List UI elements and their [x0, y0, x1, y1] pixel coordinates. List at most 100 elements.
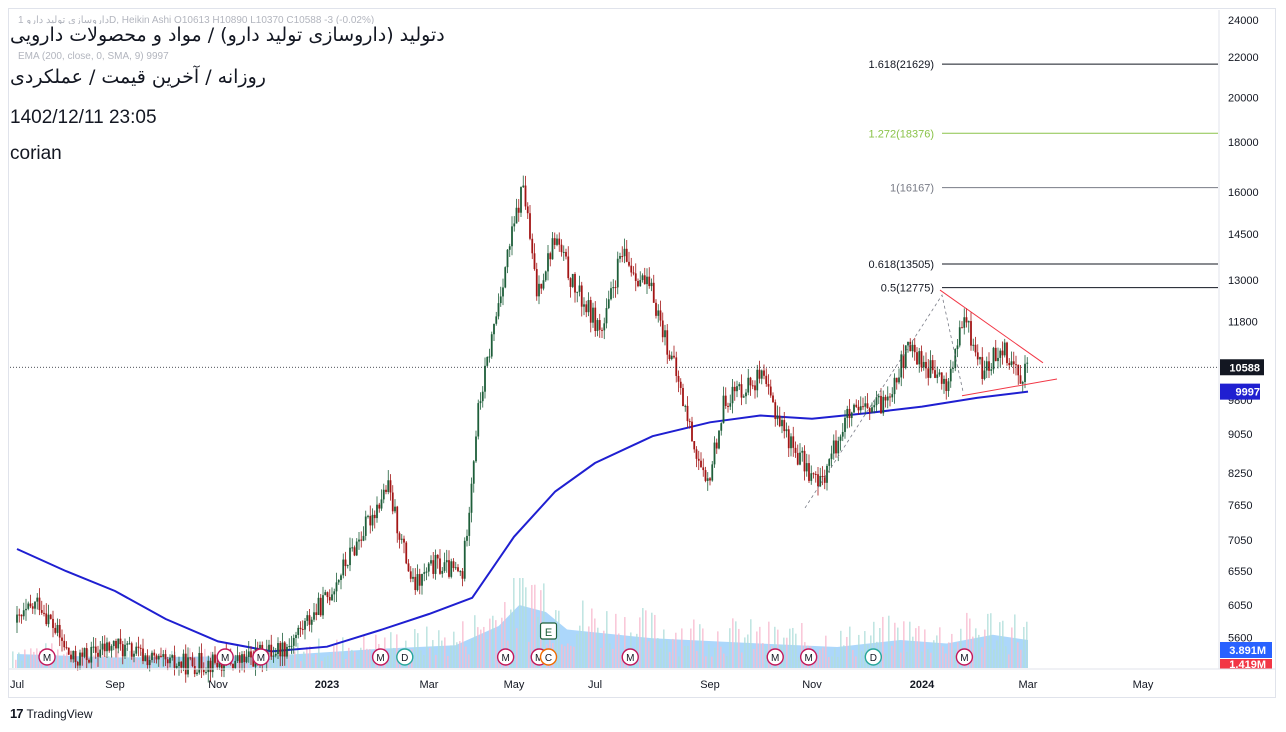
volume-bar	[435, 654, 437, 668]
candle-body	[585, 304, 588, 313]
candle-body	[985, 361, 988, 371]
candle-body	[344, 559, 347, 567]
candle-body	[412, 576, 414, 579]
candle	[790, 433, 792, 457]
volume-bar	[783, 637, 785, 668]
candle-body	[673, 355, 675, 358]
volume-bar	[327, 655, 329, 668]
candle	[443, 552, 446, 573]
volume-bar	[537, 616, 539, 668]
volume-bar	[789, 628, 791, 668]
y-tick-label: 6550	[1228, 566, 1252, 578]
candle-body	[126, 643, 129, 645]
candle	[677, 370, 680, 393]
candle-body	[839, 436, 842, 441]
candle	[862, 397, 864, 410]
volume-bar	[972, 636, 974, 668]
candle-body	[328, 597, 331, 601]
candle	[398, 531, 401, 549]
volume-bar	[597, 627, 599, 668]
candle	[943, 375, 945, 394]
candle-body	[607, 299, 610, 309]
candle	[389, 474, 392, 501]
candle	[709, 476, 711, 486]
volume-bar	[837, 656, 839, 668]
chart-frame[interactable]	[8, 8, 1276, 698]
volume-bar	[999, 622, 1001, 668]
candle	[106, 637, 108, 658]
candle-body	[236, 655, 239, 661]
candle-body	[56, 624, 59, 633]
candle	[875, 390, 878, 412]
candle	[936, 366, 939, 384]
candle-body	[202, 669, 205, 673]
candle	[801, 447, 804, 462]
candle	[715, 438, 718, 454]
candle-body	[857, 406, 860, 411]
volume-bar	[15, 659, 17, 668]
candle	[184, 644, 187, 683]
candle	[493, 323, 495, 341]
candle-body	[99, 649, 102, 657]
candle-body	[913, 344, 916, 353]
candle-body	[729, 403, 732, 407]
candle	[52, 610, 54, 638]
event-marker-label: M	[501, 653, 509, 664]
candle	[549, 251, 552, 267]
volume-bar	[453, 631, 455, 668]
candle	[729, 394, 732, 410]
volume-bar	[186, 653, 188, 668]
volume-bar	[591, 608, 593, 668]
volume-bar	[66, 652, 68, 668]
tradingview-brand[interactable]: 17 TradingView	[10, 706, 93, 721]
volume-bar	[927, 649, 929, 668]
volume-bar	[1005, 646, 1007, 668]
candle-body	[484, 365, 486, 392]
volume-bar	[864, 631, 866, 668]
event-marker: M	[621, 648, 639, 666]
candle	[691, 416, 693, 442]
candle	[760, 369, 763, 385]
candle	[387, 470, 390, 495]
candle	[414, 568, 417, 595]
candle-body	[72, 650, 75, 660]
candle	[589, 296, 592, 333]
candle	[673, 345, 675, 359]
y-tick-label: 7650	[1228, 500, 1252, 512]
volume-bar	[921, 651, 923, 668]
candle	[655, 299, 657, 319]
volume-bar	[747, 634, 749, 668]
candle-body	[931, 360, 934, 371]
volume-bar	[345, 658, 347, 668]
volume-bar	[501, 617, 503, 668]
candle	[139, 644, 142, 656]
candle-body	[675, 357, 678, 376]
candle	[985, 356, 988, 379]
candle	[999, 348, 1002, 367]
candle	[157, 653, 160, 667]
candle-body	[34, 601, 36, 609]
candle	[180, 661, 183, 674]
volume-bar	[936, 635, 938, 668]
candle	[49, 613, 52, 620]
volume-bar	[78, 658, 80, 668]
candle-body	[196, 672, 198, 675]
candle-body	[578, 285, 581, 292]
candle-body	[934, 370, 936, 378]
candle	[304, 617, 306, 640]
candle-body	[61, 637, 63, 641]
candle	[166, 656, 169, 671]
candle-body	[27, 603, 30, 609]
candle-body	[135, 646, 138, 654]
candle-body	[670, 355, 673, 360]
candle	[511, 216, 513, 256]
candle	[25, 598, 27, 621]
volume-bar	[726, 656, 728, 668]
candle	[603, 317, 606, 340]
candle	[209, 657, 212, 683]
candle	[720, 422, 723, 436]
candle-body	[247, 651, 250, 658]
candle	[787, 425, 790, 457]
candle	[425, 567, 428, 581]
